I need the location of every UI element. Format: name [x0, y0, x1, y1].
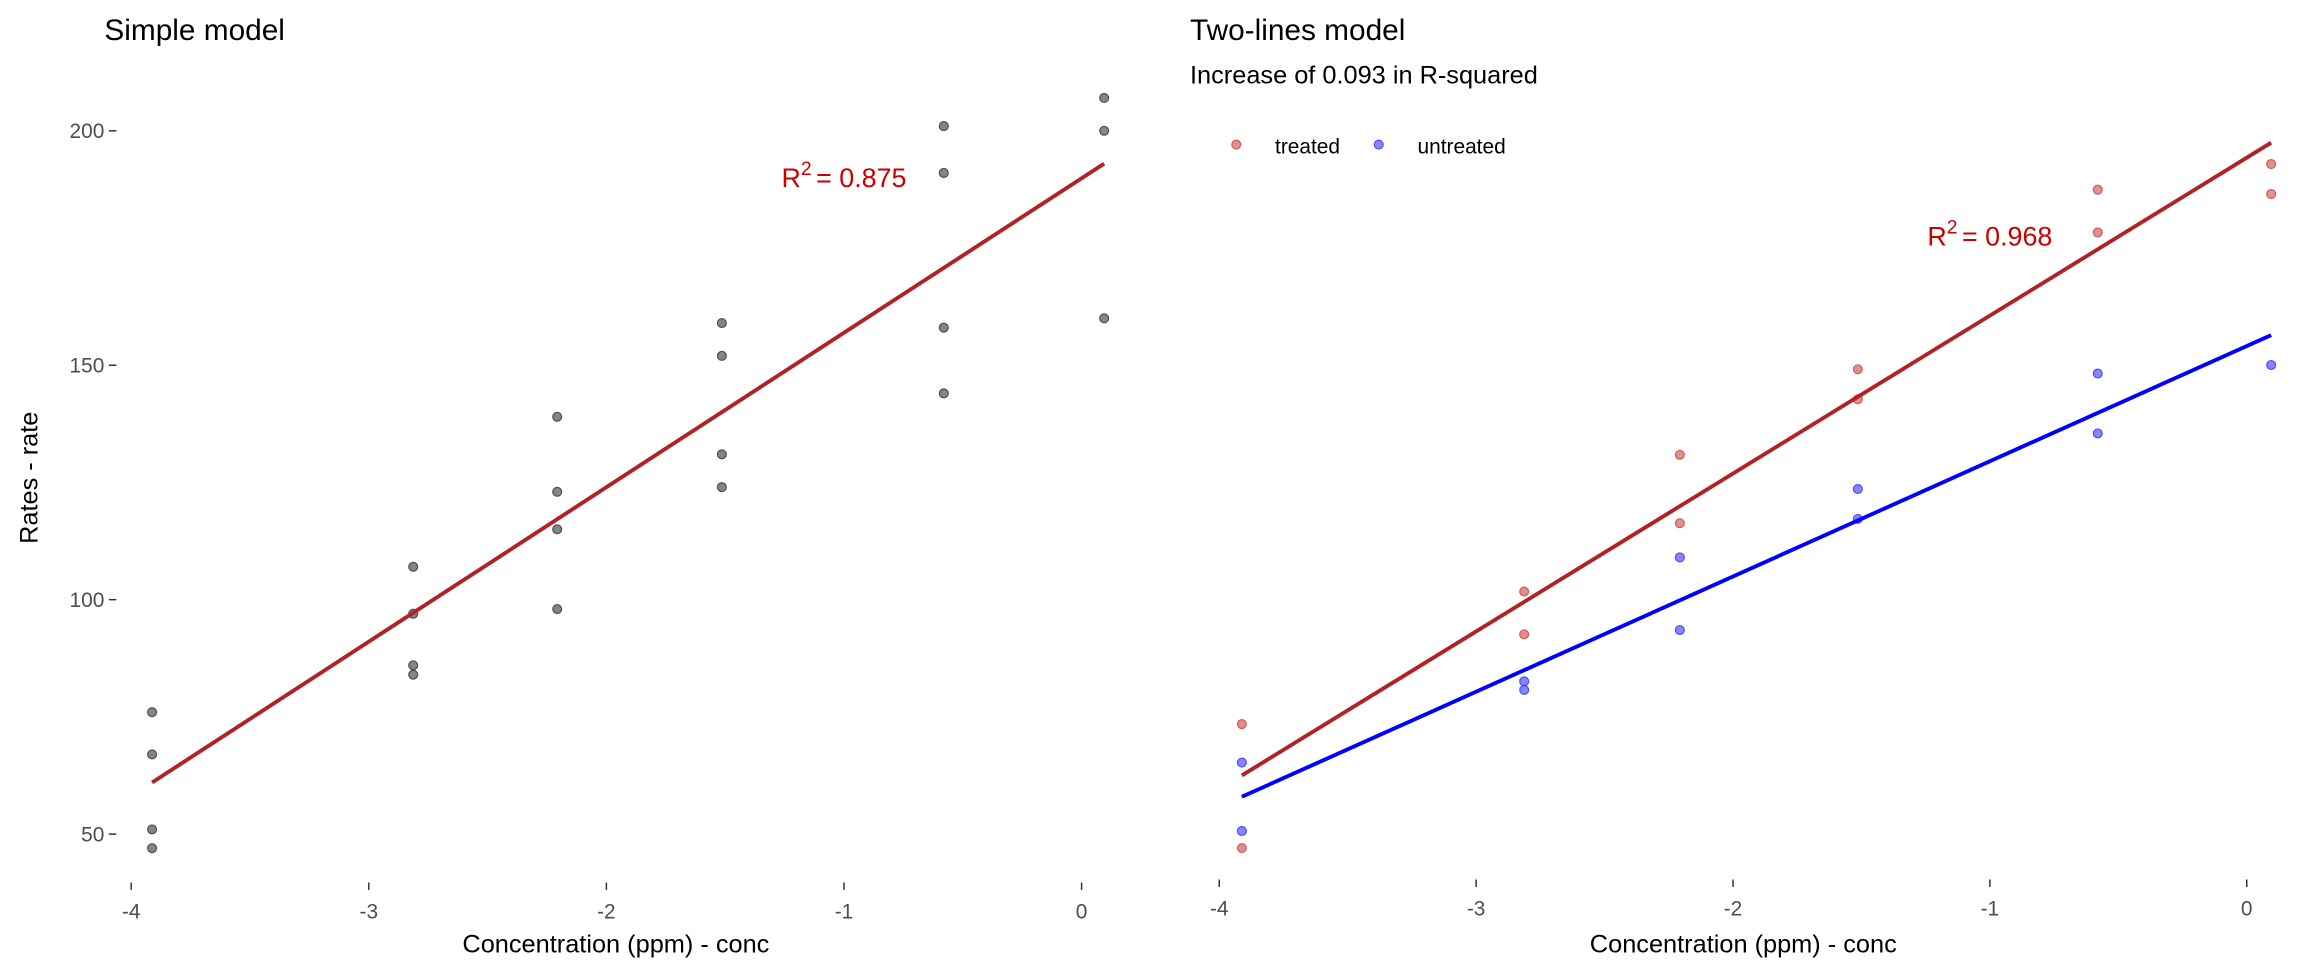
annotation-base: R [782, 163, 801, 193]
chart-title: Two-lines model [1190, 14, 1405, 47]
point [938, 388, 949, 399]
point [1099, 125, 1110, 136]
chart-title: Simple model [104, 14, 285, 47]
point [1236, 825, 1247, 837]
point [716, 449, 727, 460]
point [2092, 368, 2103, 379]
point [147, 824, 158, 835]
point [1099, 92, 1110, 104]
y-tick-label: 150 [70, 355, 105, 378]
point [716, 317, 727, 329]
y-tick-label: 100 [70, 589, 105, 612]
point [2092, 227, 2103, 238]
point [716, 350, 727, 361]
x-tick-label: -1 [835, 900, 854, 923]
point [1236, 719, 1247, 730]
point [552, 411, 563, 422]
point [1099, 313, 1110, 324]
point [408, 660, 419, 671]
y-tick-label: 200 [70, 120, 105, 143]
r-squared-annotation: R2 = 0.875 [782, 158, 907, 193]
x-axis-title: Concentration (ppm) - conc [1590, 931, 1897, 959]
point [408, 669, 419, 680]
point [716, 482, 727, 493]
annotation-exponent: 2 [1947, 216, 1958, 238]
x-tick-label: -3 [1467, 897, 1486, 920]
point [408, 561, 419, 572]
point [1519, 684, 1530, 695]
panel: Two-lines model Increase of 0.093 in R-sq… [1190, 14, 2277, 959]
annotation-rest: = 0.875 [816, 163, 906, 193]
point [2092, 428, 2103, 439]
point [938, 322, 949, 333]
point [938, 121, 949, 132]
point [1236, 757, 1247, 768]
y-axis-title: Rates - rate [15, 412, 43, 544]
point [2092, 184, 2103, 195]
legend-label: treated [1275, 136, 1340, 159]
annotation-base: R [1927, 221, 1946, 251]
point [147, 749, 158, 760]
point [552, 524, 563, 535]
point [2266, 159, 2277, 170]
r-squared-annotation: R2 = 0.968 [1927, 216, 2052, 251]
fit-line [1240, 141, 2273, 778]
point [1519, 629, 1530, 640]
point [1236, 843, 1247, 854]
point [2266, 359, 2277, 371]
x-tick-label: -1 [1981, 897, 2000, 920]
point [147, 707, 158, 718]
point [938, 167, 949, 179]
x-tick-label: 0 [1076, 900, 1088, 923]
point [1519, 586, 1530, 597]
x-axis-title: Concentration (ppm) - conc [462, 931, 769, 959]
x-tick-label: 0 [2241, 897, 2253, 920]
legend-marker [1373, 139, 1384, 150]
point [1674, 449, 1685, 460]
annotation-exponent: 2 [801, 158, 812, 180]
point [1674, 552, 1685, 563]
panel: Simple model -4 -3 -2 -1 0 50 100 150 200 Concentr… [15, 14, 1110, 959]
point [1674, 624, 1685, 636]
point [2266, 188, 2277, 200]
x-tick-label: -2 [1724, 897, 1743, 920]
y-tick-label: 50 [81, 824, 104, 847]
annotation-rest: = 0.968 [1962, 221, 2052, 251]
point [147, 843, 158, 854]
point [1852, 483, 1863, 495]
point [1852, 364, 1863, 375]
x-tick-label: -2 [597, 900, 616, 923]
legend-marker [1231, 139, 1242, 150]
legend-label: untreated [1418, 136, 1506, 159]
fit-line [151, 161, 1106, 785]
point [552, 486, 563, 497]
point [552, 603, 563, 615]
point [1674, 518, 1685, 529]
chart-subtitle: Increase of 0.093 in R-squared [1190, 61, 1538, 89]
x-tick-label: -4 [1210, 897, 1229, 920]
x-tick-label: -4 [122, 900, 141, 923]
fit-line [1241, 333, 2272, 799]
point [1519, 676, 1530, 687]
x-tick-label: -3 [360, 900, 379, 923]
